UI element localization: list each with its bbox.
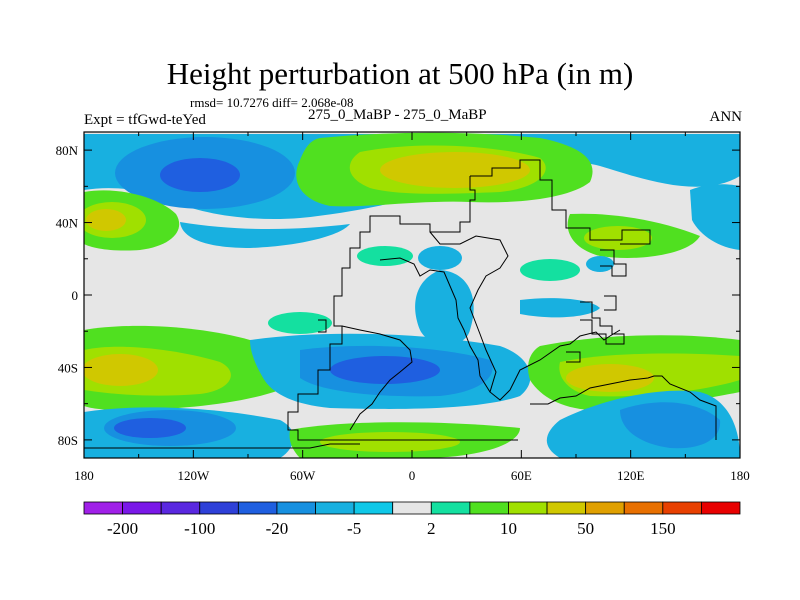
tropic-teal-patch: [520, 259, 580, 281]
south-deep-blue-trough: [330, 356, 440, 384]
colorbar-label: -20: [266, 519, 289, 538]
colorbar-label: 150: [650, 519, 676, 538]
south-west-yellow-ridge: [84, 354, 158, 386]
colorbar-label: -5: [347, 519, 361, 538]
colorbar-label: -100: [184, 519, 215, 538]
antarctic-lime-ridge: [320, 432, 460, 452]
colorbar-swatch: [469, 501, 509, 515]
tropic-teal-patch-west: [357, 246, 413, 266]
x-tick-label: 180: [74, 468, 94, 483]
colorbar-label: 2: [427, 519, 436, 538]
case-label: 275_0_MaBP - 275_0_MaBP: [308, 107, 487, 123]
antarctic-blue-east: [620, 402, 721, 449]
y-tick-label: 80N: [56, 143, 79, 158]
colorbar-swatch: [508, 501, 548, 515]
colorbar-swatch: [546, 501, 587, 515]
season-label: ANN: [709, 109, 743, 125]
tropic-cyan-patch-east: [520, 298, 600, 318]
colorbar-swatch: [315, 501, 355, 515]
island-outline-3: [318, 319, 327, 333]
southeast-continent-outline: [530, 375, 717, 440]
x-tick-label: 0: [409, 468, 416, 483]
y-tick-label: 0: [72, 288, 79, 303]
chart-title: Height perturbation at 500 hPa (in m): [166, 56, 634, 91]
colorbar-swatch: [353, 501, 394, 515]
colorbar-swatch: [276, 501, 316, 515]
central-continent-outline: [429, 231, 621, 401]
tropic-cyan-patch: [180, 222, 350, 248]
contour-field: [84, 132, 740, 458]
island-outline-2: [604, 295, 617, 311]
colorbar-swatch: [199, 501, 239, 515]
y-tick-label: 40N: [56, 216, 79, 231]
colorbar-swatch: [701, 501, 741, 515]
y-tick-label: 80S: [58, 433, 78, 448]
x-tick-label: 120W: [177, 468, 210, 483]
atlantic-cyan-tongue: [415, 270, 474, 345]
x-tick-label: 180: [730, 468, 750, 483]
x-axis-ticks: 180 120W 60W 0 60E 120E 180: [74, 132, 750, 483]
atlantic-coast-outline: [379, 257, 491, 393]
west-yellow-ridge: [86, 209, 126, 231]
colorbar: -200 -100 -20 -5 2 10 50 150: [83, 501, 741, 538]
colorbar-label: 10: [500, 519, 517, 538]
x-tick-label: 120E: [617, 468, 645, 483]
island-outline-1: [580, 301, 625, 345]
eurasia-outline: [470, 159, 651, 245]
x-tick-label: 60E: [511, 468, 532, 483]
colorbar-label: -200: [107, 519, 138, 538]
colorbar-swatch: [122, 501, 162, 515]
island-outline-5: [566, 351, 581, 363]
colorbar-swatch: [392, 501, 432, 515]
west-continent-outline: [287, 176, 518, 441]
rmsd-stats-label: rmsd= 10.7276 diff= 2.068e-08: [190, 95, 354, 110]
antarctic-deep-blue-west: [114, 418, 186, 438]
colorbar-swatch: [662, 501, 702, 515]
south-continent-outline: [341, 325, 413, 431]
continent-outlines: [84, 159, 717, 449]
y-axis-ticks: 80N 40N 0 40S 80S: [56, 143, 740, 448]
north-deep-blue-anomaly: [160, 158, 240, 192]
y-tick-label: 40S: [58, 360, 78, 375]
north-yellow-ridge: [380, 152, 530, 188]
tropic-cyan-blob: [418, 246, 462, 270]
colorbar-swatch: [623, 501, 664, 515]
colorbar-swatch: [160, 501, 201, 515]
colorbar-swatch: [585, 501, 625, 515]
tropic-teal-patch-pacific: [268, 312, 332, 334]
island-outline-4: [600, 249, 627, 277]
experiment-label: Expt = tfGwd-teYed: [84, 112, 206, 128]
colorbar-swatch: [83, 501, 123, 515]
northeast-cyan-anomaly: [690, 184, 740, 250]
x-tick-label: 60W: [290, 468, 316, 483]
indian-cyan-blob: [586, 256, 614, 272]
colorbar-label: 50: [577, 519, 594, 538]
colorbar-swatch: [237, 501, 278, 515]
colorbar-swatch: [430, 501, 471, 515]
antarctic-coast-outline: [84, 443, 360, 449]
south-east-yellow-ridge: [566, 364, 654, 392]
